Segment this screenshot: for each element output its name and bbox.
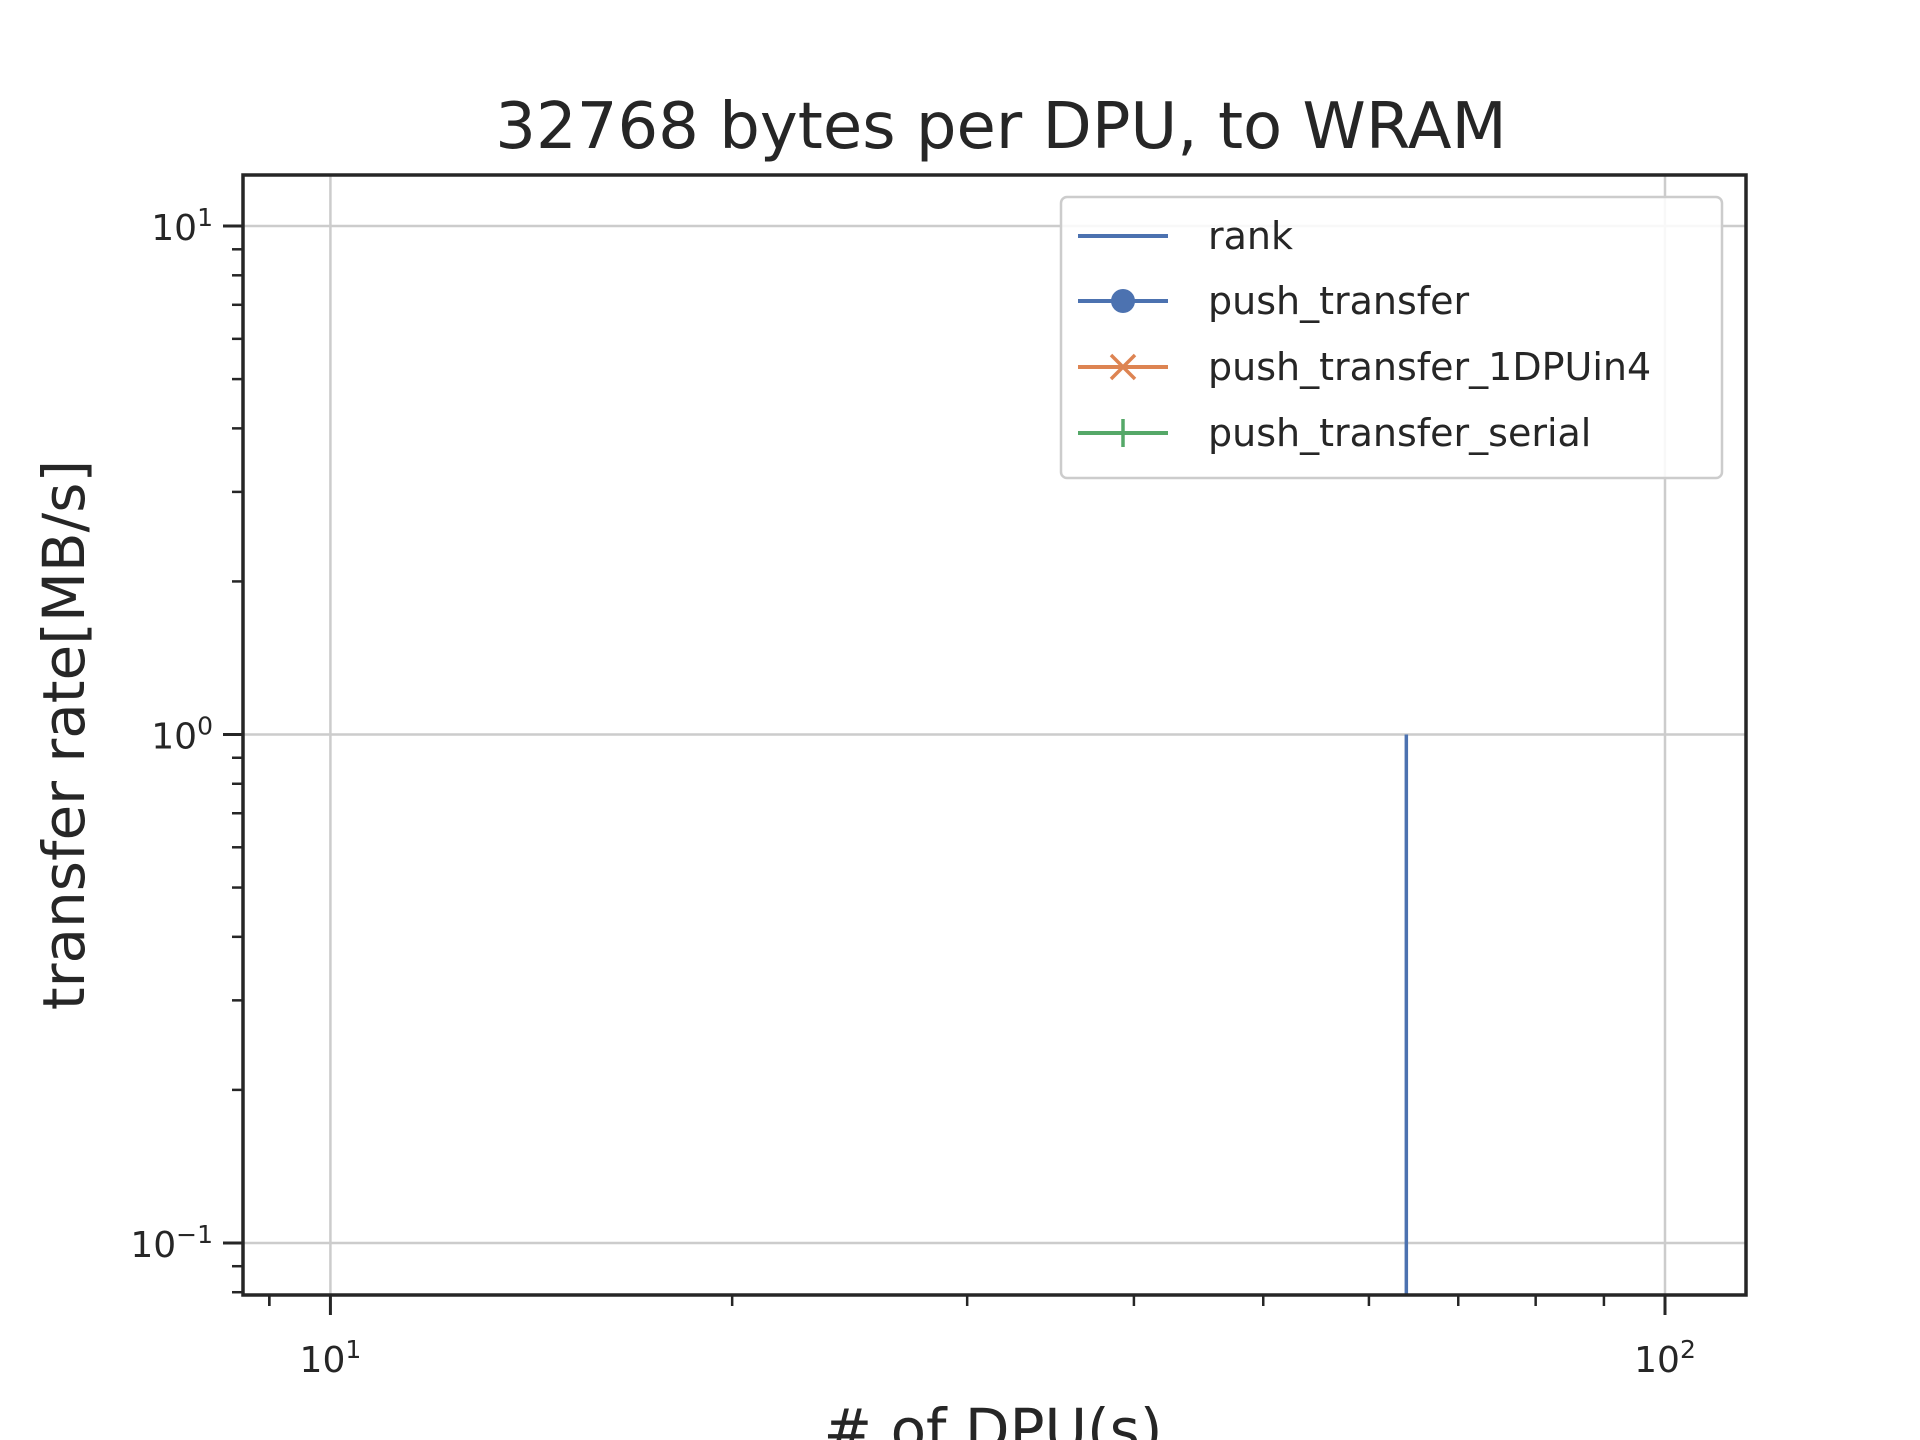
y-tick-label: 100 xyxy=(151,711,213,757)
y-tick-label: 101 xyxy=(151,203,213,249)
legend-label: push_transfer_1DPUin4 xyxy=(1208,345,1651,389)
x-tick-label: 102 xyxy=(1634,1335,1696,1381)
legend-item: push_transfer xyxy=(1078,279,1470,323)
y-axis-label: transfer rate[MB/s] xyxy=(30,460,98,1010)
y-tick-label: 10−1 xyxy=(130,1220,213,1266)
legend-marker-circle xyxy=(1111,289,1135,313)
x-axis-ticks: 101 102 xyxy=(268,1295,1696,1381)
x-axis-label: # of DPU(s) xyxy=(824,1396,1163,1440)
chart-title: 32768 bytes per DPU, to WRAM xyxy=(495,90,1506,164)
legend-marker-x xyxy=(1109,353,1137,381)
legend: rank push_transfer push_transfer_1DPUin4pu… xyxy=(1059,195,1724,480)
legend-label: rank xyxy=(1208,214,1293,258)
legend-item: rank xyxy=(1078,214,1293,258)
x-tick-label: 101 xyxy=(300,1335,362,1381)
legend-box xyxy=(1059,195,1724,480)
legend-item: push_transfer_serial xyxy=(1078,411,1591,455)
legend-label: push_transfer_serial xyxy=(1208,411,1591,455)
legend-item: push_transfer_1DPUin4 xyxy=(1078,345,1651,389)
y-axis-ticks: 10−1 100 101 xyxy=(130,203,243,1294)
legend-label: push_transfer xyxy=(1208,279,1470,323)
